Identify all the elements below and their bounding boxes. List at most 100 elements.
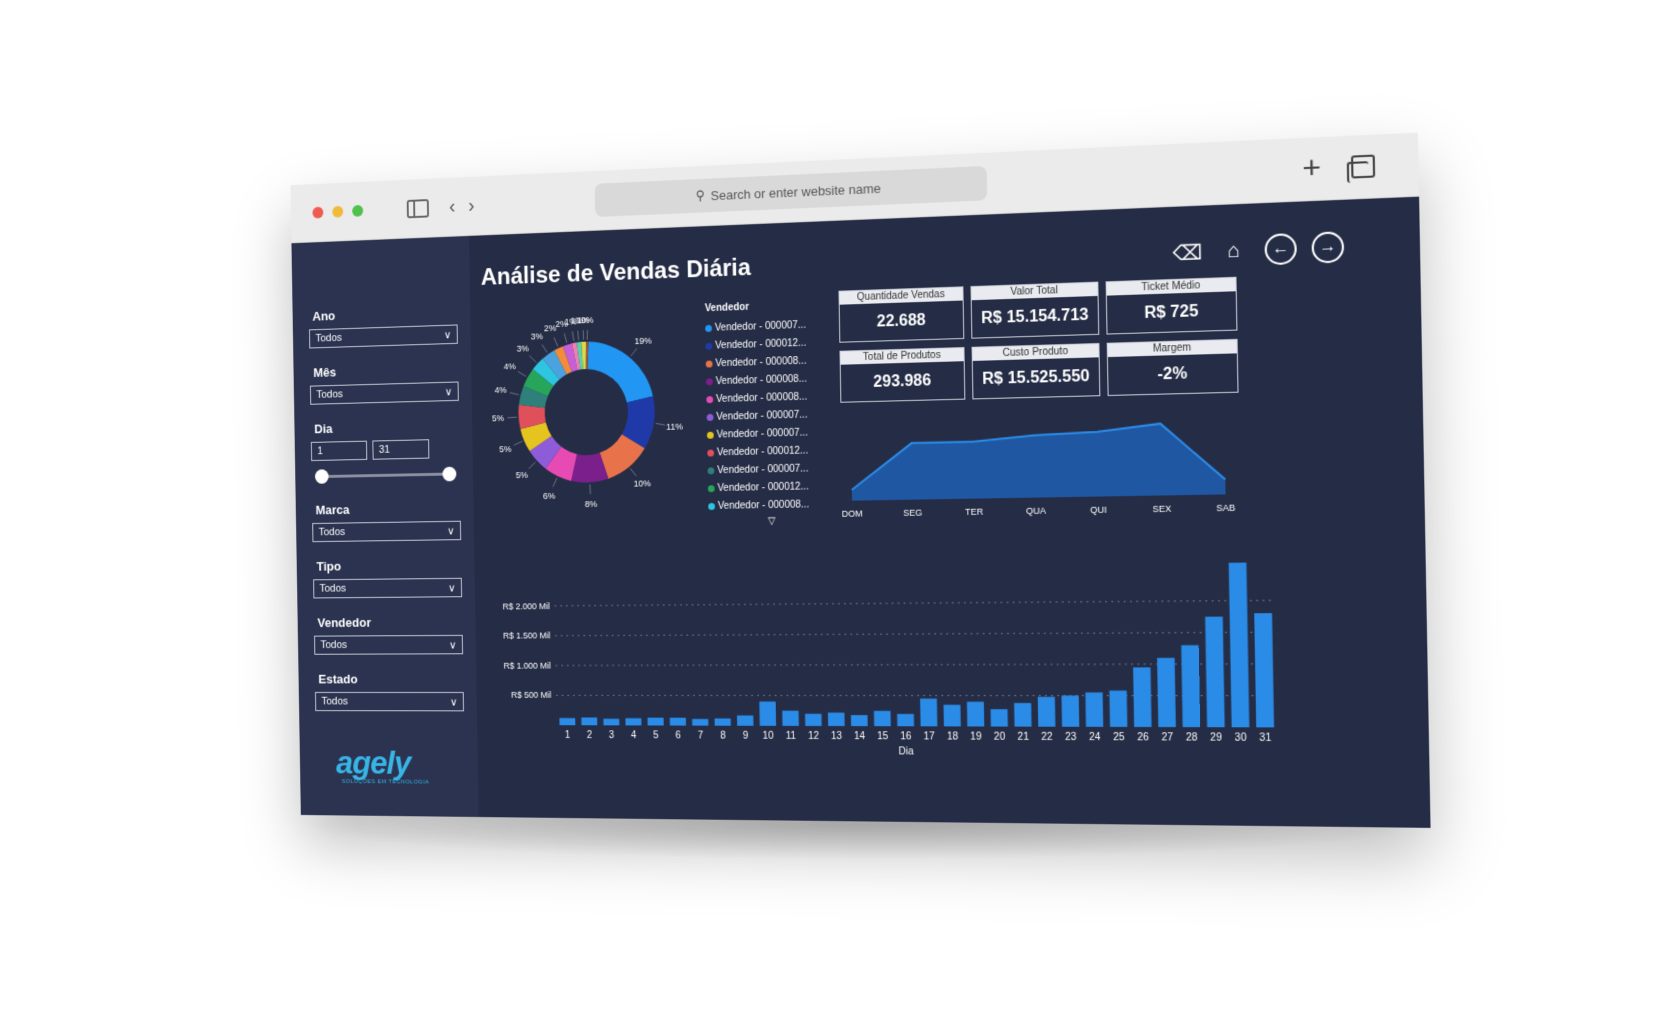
maximize-window-button[interactable]: [352, 205, 363, 217]
logo-tagline: SOLUÇÕES EM TECNOLOGIA: [342, 779, 430, 785]
kpi-value: 293.986: [841, 371, 964, 392]
legend-swatch: [705, 324, 712, 331]
donut-leader-line: [542, 344, 547, 352]
x-tick-label: 20: [994, 731, 1006, 743]
legend-label: Vendedor - 000008...: [716, 373, 807, 386]
donut-leader-line: [578, 331, 579, 341]
legend-item[interactable]: Vendedor - 000012...: [708, 477, 835, 497]
filter-ano-label: Ano: [312, 304, 457, 323]
area-fill: [851, 422, 1226, 500]
filter-ano-select[interactable]: Todos ∨: [309, 324, 458, 348]
x-tick-label: 25: [1113, 732, 1125, 744]
donut-leader-line: [656, 423, 665, 425]
x-tick-label: 15: [877, 731, 888, 742]
donut-data-label: 3%: [531, 331, 544, 341]
x-tick-label: 3: [609, 730, 614, 741]
y-tick-label: R$ 500 Mil: [511, 690, 551, 700]
filter-dia-slider[interactable]: [315, 464, 457, 486]
bar: [782, 711, 799, 726]
kpi-card: Quantidade Vendas 22.688: [838, 286, 964, 342]
x-tick-label: 17: [923, 731, 934, 742]
donut-leader-line: [529, 355, 536, 362]
back-arrow-icon[interactable]: ←: [1264, 233, 1297, 265]
legend-swatch: [708, 485, 715, 492]
legend-item[interactable]: Vendedor - 000007...: [707, 459, 834, 479]
filter-panel: Ano Todos ∨ Mês Todos ∨ Dia 1 31 Marca Tod…: [291, 236, 478, 817]
kpi-card: Margem -2%: [1107, 339, 1239, 396]
kpi-cards: Quantidade Vendas 22.688 Valor Total R$ 15.…: [838, 277, 1238, 403]
forward-icon[interactable]: ›: [468, 195, 475, 218]
vendor-donut-chart: 19%11%10%8%6%5%5%5%4%4%3%3%2% 2%1%1%1%0%: [481, 306, 692, 517]
bar: [759, 702, 776, 726]
bar: [1229, 563, 1250, 728]
agely-logo: agely SOLUÇÕES EM TECNOLOGIA: [336, 746, 429, 785]
sidebar-toggle-icon[interactable]: [407, 199, 429, 218]
legend-label: Vendedor - 000008...: [715, 355, 806, 369]
slider-min-handle[interactable]: [315, 469, 329, 484]
new-tab-icon[interactable]: +: [1302, 151, 1321, 187]
address-bar[interactable]: ⚲ Search or enter website name: [595, 166, 988, 217]
donut-data-label: 19%: [634, 335, 652, 346]
tabs-overview-icon[interactable]: [1351, 155, 1375, 179]
chevron-down-icon: ∨: [445, 385, 453, 398]
donut-leader-line: [631, 348, 637, 356]
bar: [1062, 696, 1080, 727]
grid-line: [555, 600, 1276, 606]
bar: [920, 699, 937, 727]
dashboard: Ano Todos ∨ Mês Todos ∨ Dia 1 31 Marca Tod…: [291, 197, 1430, 828]
legend-swatch: [707, 413, 714, 420]
minimize-window-button[interactable]: [332, 206, 343, 218]
bar: [559, 718, 575, 725]
filter-tipo-select[interactable]: Todos ∨: [313, 578, 462, 599]
kpi-card: Ticket Médio R$ 725: [1106, 277, 1238, 335]
bar: [1038, 697, 1056, 727]
filter-mes-value: Todos: [316, 389, 343, 401]
address-placeholder: Search or enter website name: [711, 180, 881, 202]
filter-ano-value: Todos: [315, 332, 342, 344]
filter-vendedor-select[interactable]: Todos ∨: [314, 635, 463, 655]
x-tick-label: DOM: [842, 508, 863, 519]
x-tick-label: 21: [1017, 731, 1029, 743]
back-icon[interactable]: ‹: [449, 195, 456, 217]
home-icon[interactable]: ⌂: [1218, 235, 1250, 267]
donut-leader-line: [529, 462, 536, 469]
x-tick-label: SEG: [903, 507, 922, 518]
donut-leader-line: [518, 371, 526, 376]
legend-label: Vendedor - 000007...: [715, 319, 806, 333]
chevron-down-icon[interactable]: ▽: [708, 515, 835, 528]
bar: [737, 715, 753, 725]
donut-data-label: 4%: [504, 361, 517, 371]
vendor-legend: Vendedor Vendedor - 000007... Vendedor - …: [705, 299, 836, 528]
filter-marca-value: Todos: [319, 526, 346, 538]
donut-data-label: 6%: [543, 490, 556, 500]
x-tick-label: 12: [808, 731, 819, 742]
x-tick-label: 22: [1041, 732, 1053, 744]
donut-data-label: 11%: [666, 421, 683, 432]
legend-swatch: [708, 502, 715, 509]
slider-track: [315, 472, 456, 478]
filter-dia-max-input[interactable]: 31: [372, 439, 429, 459]
forward-arrow-icon[interactable]: →: [1311, 231, 1344, 263]
slider-max-handle[interactable]: [442, 467, 456, 482]
legend-item[interactable]: Vendedor - 000008...: [708, 495, 835, 515]
x-tick-label: QUI: [1090, 504, 1107, 515]
bar: [625, 718, 641, 725]
close-window-button[interactable]: [312, 207, 323, 219]
bar: [1205, 617, 1225, 728]
donut-data-label: 8%: [585, 499, 598, 509]
legend-label: Vendedor - 000012...: [717, 481, 808, 494]
eraser-icon[interactable]: ⌫: [1172, 237, 1204, 269]
legend-items: Vendedor - 000007... Vendedor - 000012...…: [705, 315, 835, 515]
filter-tipo-value: Todos: [320, 583, 347, 595]
bar: [967, 702, 984, 727]
legend-title: Vendedor: [705, 299, 832, 314]
filter-estado-select[interactable]: Todos ∨: [315, 692, 464, 711]
filter-dia-min-input[interactable]: 1: [311, 441, 367, 461]
filter-marca-select[interactable]: Todos ∨: [312, 521, 461, 542]
x-tick-label: 26: [1137, 732, 1149, 744]
legend-label: Vendedor - 000012...: [715, 337, 806, 351]
x-tick-label: SAB: [1216, 502, 1235, 513]
y-tick-label: R$ 1.000 Mil: [504, 660, 551, 670]
x-tick-label: 13: [831, 731, 842, 742]
filter-mes-select[interactable]: Todos ∨: [310, 381, 459, 404]
